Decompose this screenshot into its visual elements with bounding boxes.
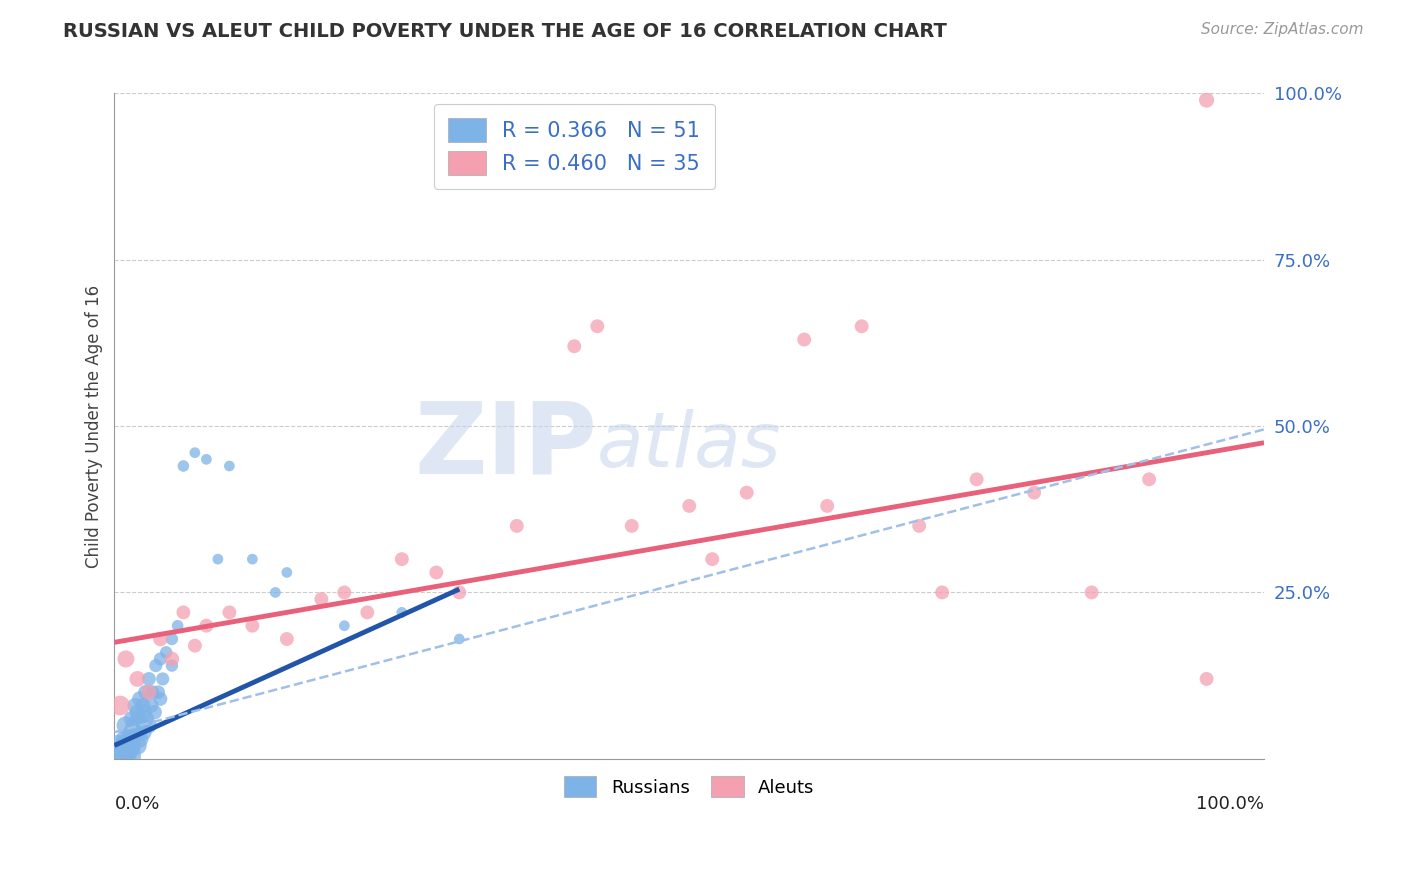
Point bbox=[793, 333, 815, 347]
Point bbox=[184, 445, 207, 459]
Point bbox=[172, 606, 194, 620]
Point bbox=[152, 672, 174, 686]
Point bbox=[149, 632, 172, 646]
Point bbox=[141, 685, 163, 699]
Point bbox=[276, 566, 298, 580]
Text: atlas: atlas bbox=[598, 409, 782, 483]
Point bbox=[108, 698, 131, 713]
Point bbox=[218, 606, 240, 620]
Point bbox=[931, 585, 953, 599]
Point bbox=[127, 672, 149, 686]
Point bbox=[1195, 672, 1218, 686]
Point bbox=[311, 592, 333, 607]
Point bbox=[121, 731, 143, 746]
Point bbox=[166, 618, 188, 632]
Point bbox=[851, 319, 873, 334]
Point bbox=[264, 585, 287, 599]
Point bbox=[195, 452, 218, 467]
Point bbox=[966, 472, 988, 486]
Point bbox=[195, 618, 218, 632]
Point bbox=[127, 725, 149, 739]
Text: 100.0%: 100.0% bbox=[1197, 796, 1264, 814]
Point bbox=[815, 499, 838, 513]
Text: RUSSIAN VS ALEUT CHILD POVERTY UNDER THE AGE OF 16 CORRELATION CHART: RUSSIAN VS ALEUT CHILD POVERTY UNDER THE… bbox=[63, 22, 948, 41]
Point bbox=[132, 698, 155, 713]
Point bbox=[117, 745, 139, 759]
Point bbox=[121, 712, 143, 726]
Point bbox=[1024, 485, 1046, 500]
Point bbox=[132, 725, 155, 739]
Point bbox=[149, 652, 172, 666]
Point bbox=[620, 519, 643, 533]
Point bbox=[240, 618, 263, 632]
Point bbox=[356, 606, 378, 620]
Point bbox=[143, 705, 166, 719]
Point bbox=[155, 645, 177, 659]
Point bbox=[449, 632, 471, 646]
Point bbox=[184, 639, 207, 653]
Text: Source: ZipAtlas.com: Source: ZipAtlas.com bbox=[1201, 22, 1364, 37]
Point bbox=[333, 585, 356, 599]
Point bbox=[702, 552, 724, 566]
Point bbox=[276, 632, 298, 646]
Text: 0.0%: 0.0% bbox=[114, 796, 160, 814]
Point bbox=[134, 705, 156, 719]
Point bbox=[122, 718, 145, 732]
Point bbox=[218, 458, 240, 473]
Point bbox=[138, 672, 160, 686]
Point bbox=[562, 339, 585, 353]
Point bbox=[1137, 472, 1160, 486]
Text: ZIP: ZIP bbox=[415, 398, 598, 494]
Point bbox=[207, 552, 229, 566]
Point bbox=[128, 692, 150, 706]
Point bbox=[127, 739, 149, 753]
Point bbox=[135, 712, 157, 726]
Point bbox=[138, 685, 160, 699]
Point bbox=[391, 552, 413, 566]
Point bbox=[149, 692, 172, 706]
Point bbox=[128, 712, 150, 726]
Point bbox=[108, 748, 131, 763]
Point bbox=[506, 519, 529, 533]
Point bbox=[127, 705, 149, 719]
Point bbox=[115, 718, 138, 732]
Point bbox=[112, 747, 135, 761]
Point bbox=[121, 725, 143, 739]
Point bbox=[141, 698, 163, 713]
Point bbox=[160, 658, 183, 673]
Point bbox=[172, 458, 194, 473]
Point bbox=[160, 652, 183, 666]
Point bbox=[138, 718, 160, 732]
Point bbox=[160, 632, 183, 646]
Point bbox=[118, 731, 141, 746]
Point bbox=[111, 745, 134, 759]
Point bbox=[735, 485, 758, 500]
Point bbox=[115, 739, 138, 753]
Point bbox=[240, 552, 263, 566]
Point bbox=[333, 618, 356, 632]
Point bbox=[146, 685, 169, 699]
Point bbox=[124, 698, 146, 713]
Y-axis label: Child Poverty Under the Age of 16: Child Poverty Under the Age of 16 bbox=[86, 285, 103, 567]
Point bbox=[145, 658, 167, 673]
Point bbox=[115, 652, 138, 666]
Point bbox=[586, 319, 609, 334]
Point bbox=[115, 731, 138, 746]
Point bbox=[128, 731, 150, 746]
Point bbox=[134, 685, 156, 699]
Point bbox=[391, 606, 413, 620]
Point bbox=[121, 739, 143, 753]
Point bbox=[1195, 93, 1218, 107]
Point bbox=[1080, 585, 1102, 599]
Point bbox=[678, 499, 700, 513]
Point bbox=[425, 566, 447, 580]
Point bbox=[131, 718, 153, 732]
Point bbox=[908, 519, 931, 533]
Point bbox=[449, 585, 471, 599]
Legend: Russians, Aleuts: Russians, Aleuts bbox=[551, 764, 827, 810]
